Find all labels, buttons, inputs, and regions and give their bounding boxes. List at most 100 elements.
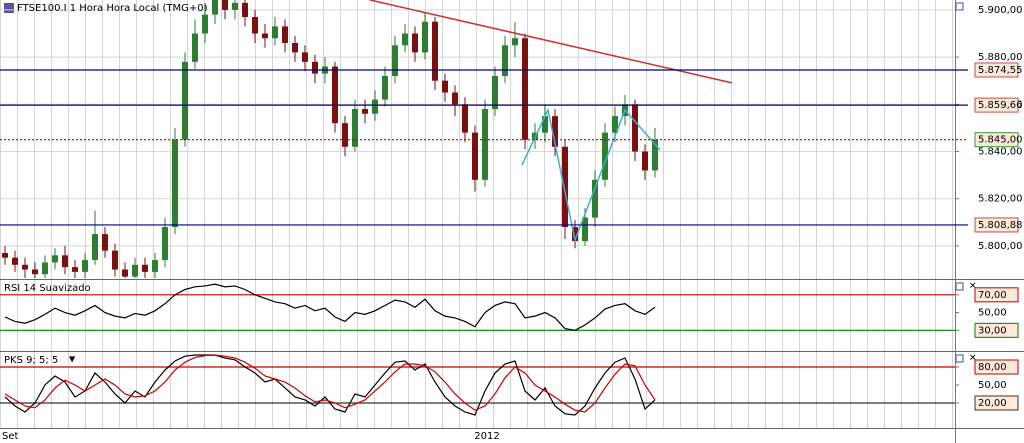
candle-body <box>72 267 78 272</box>
candle-body <box>362 109 368 114</box>
time-axis <box>0 429 955 443</box>
candle-body <box>552 116 558 147</box>
candle-body <box>392 45 398 76</box>
tick-label-box <box>974 322 1019 338</box>
candle-body <box>582 217 588 242</box>
level-label: 5.874,55 <box>978 65 1023 76</box>
panel: 20,00 50,00 80,00 PKS 9; 5; 5 <box>0 354 1019 416</box>
series-line <box>4 354 656 416</box>
candle-body <box>12 257 18 265</box>
candle-body <box>462 104 468 133</box>
candle-body <box>272 26 278 39</box>
y-tick-label: 50,00 <box>978 308 1007 319</box>
candle-body <box>172 139 178 228</box>
candle-body <box>152 260 158 272</box>
level-label: 5.808,88 <box>978 220 1023 231</box>
level-label: 5.859,66 <box>978 100 1023 111</box>
candle-body <box>502 45 508 76</box>
candle-body <box>422 21 428 53</box>
y-tick-label: 5.820,00 <box>978 194 1023 205</box>
candle-body <box>192 33 198 62</box>
candle-body <box>212 0 218 15</box>
panel-button[interactable] <box>955 354 964 363</box>
candle-body <box>482 109 488 180</box>
y-tick-label: 5.840,00 <box>978 147 1023 158</box>
y-tick-label: 70,00 <box>978 290 1007 301</box>
y-tick-label: 80,00 <box>978 362 1007 373</box>
candle-body <box>412 33 418 53</box>
candle-body <box>242 2 248 17</box>
candle-body <box>312 61 318 74</box>
series-line <box>4 283 656 331</box>
candle-body <box>132 264 138 277</box>
series-line <box>4 354 656 413</box>
y-tick-label: 5.800,00 <box>978 241 1023 252</box>
y-tick-label: 5.880,00 <box>978 52 1023 63</box>
candle-body <box>562 146 568 228</box>
close-button[interactable]: ✕ <box>969 282 977 292</box>
candle-body <box>252 16 258 34</box>
candle-body <box>352 109 358 147</box>
candle-body <box>342 123 348 147</box>
plot <box>2 0 733 278</box>
level-label-box <box>974 132 1019 148</box>
candle-body <box>332 66 338 124</box>
panel-button[interactable] <box>955 282 964 291</box>
panel-title: PKS 9; 5; 5 <box>4 355 58 366</box>
candle-body <box>262 33 268 39</box>
panel: 30,00 50,00 70,00 RSI 14 Suavizado <box>0 283 1019 338</box>
candle-body <box>52 255 58 263</box>
candle-body <box>632 104 638 152</box>
close-button[interactable]: ✕ <box>969 354 977 364</box>
panel: 5.800,005.820,005.840,005.860,005.880,00… <box>0 0 1023 278</box>
y-tick-label: 5.900,00 <box>978 5 1023 16</box>
candle-body <box>602 132 608 180</box>
dropdown-arrow[interactable]: ▼ <box>69 355 76 364</box>
candle-body <box>592 179 598 218</box>
candle-body <box>112 250 118 270</box>
panel-button[interactable] <box>955 2 964 11</box>
candle-body <box>62 255 68 268</box>
vertical-grid <box>0 0 955 428</box>
level-label-box <box>974 217 1019 233</box>
symbol-icon <box>4 3 14 13</box>
plot <box>0 354 955 416</box>
panel-title: RSI 14 Suavizado <box>4 283 91 294</box>
candle-body <box>652 139 658 171</box>
candle-body <box>162 227 168 261</box>
candle-body <box>382 75 388 100</box>
tick-label-box <box>974 287 1019 303</box>
candle-body <box>282 26 288 43</box>
candle-body <box>642 151 648 171</box>
candle-body <box>32 269 38 275</box>
tick-label-box <box>974 359 1019 375</box>
candle-body <box>42 262 48 275</box>
tick-label-box <box>974 395 1019 411</box>
candle-body <box>492 75 498 110</box>
panel-title: FTSE100.I 1 Hora Hora Local (TMG+0) <box>17 3 208 14</box>
level-label-box <box>974 62 1019 78</box>
candle-body <box>82 260 88 272</box>
candle-body <box>542 116 548 133</box>
zigzag <box>521 107 661 243</box>
y-tick-label: 20,00 <box>978 398 1007 409</box>
candle-body <box>302 52 308 62</box>
candle-body <box>2 252 8 258</box>
plot <box>0 283 955 331</box>
candle-body <box>182 61 188 140</box>
candle-body <box>232 2 238 10</box>
y-tick-label: 50,00 <box>978 380 1007 391</box>
candle-body <box>372 99 378 114</box>
candle-body <box>122 269 128 277</box>
level-label: 5.845,00 <box>978 135 1023 146</box>
time-label: Set <box>2 431 19 442</box>
candle-body <box>202 14 208 34</box>
candle-body <box>22 264 28 270</box>
candle-body <box>292 42 298 53</box>
candle-body <box>222 0 228 10</box>
candle-body <box>102 234 108 251</box>
candle-body <box>512 38 518 46</box>
candle-body <box>522 38 528 140</box>
